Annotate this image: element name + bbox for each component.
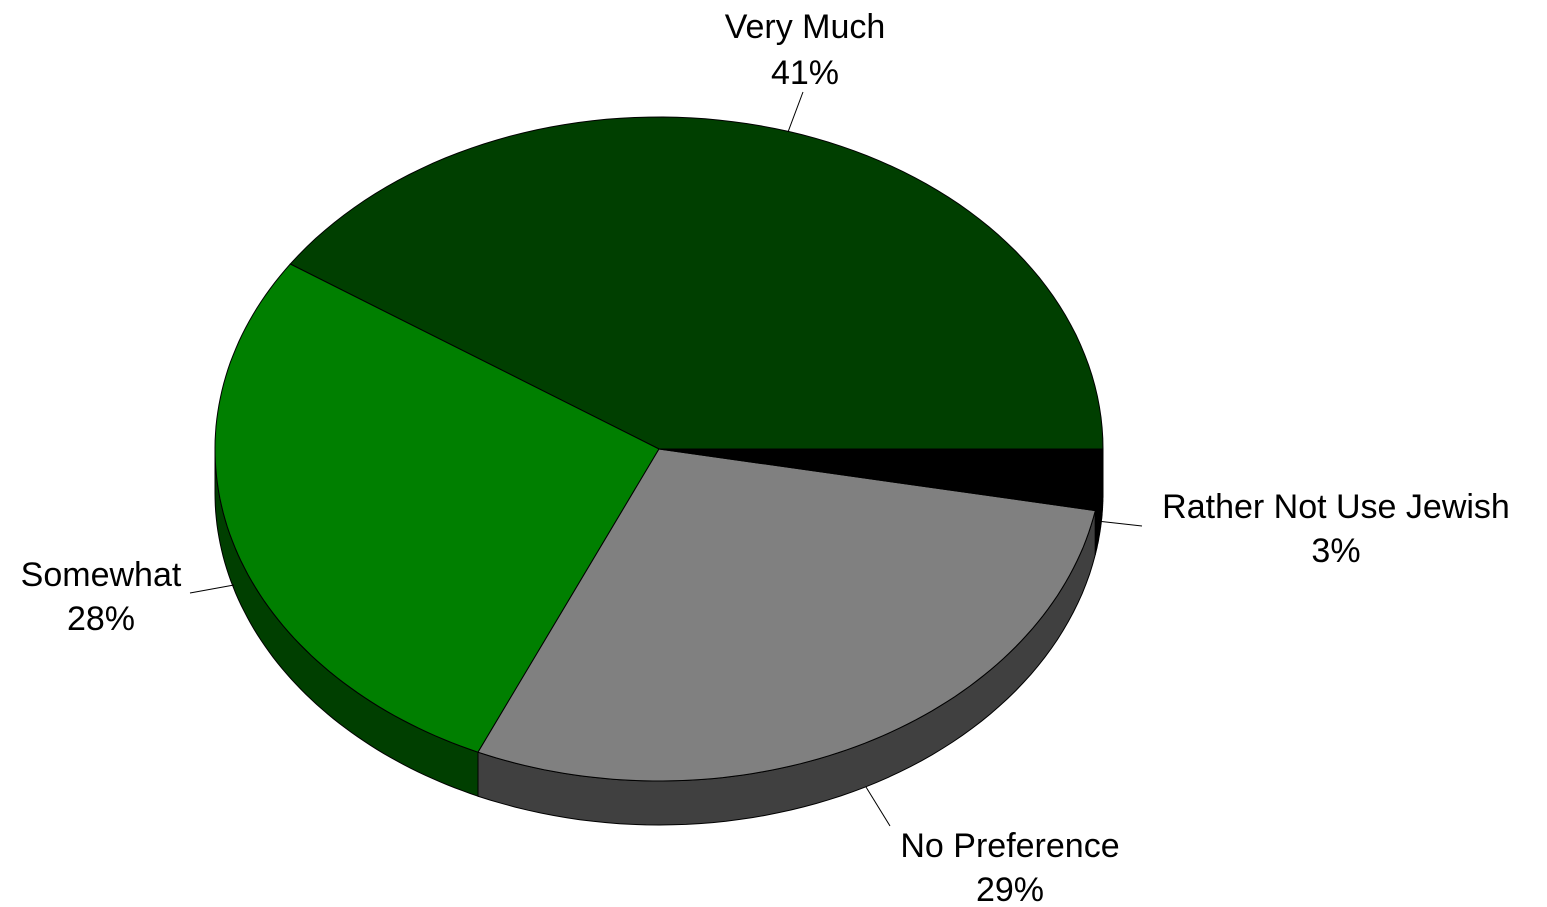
slice-value-no-preference: 29% <box>976 871 1044 907</box>
slice-labels: Very Much 41% Rather Not Use Jewish 3% No Pr… <box>21 8 1510 907</box>
pie-slice-rather-not-use-jewish <box>658 448 1104 512</box>
slice-label-very-much: Very Much <box>725 8 886 46</box>
pie-slice-somewhat <box>214 263 660 753</box>
leader-line-rather-not-use-jewish <box>1096 520 1143 527</box>
leader-line-somewhat <box>189 584 235 594</box>
leader-line-very-much <box>787 91 804 133</box>
slice-value-somewhat: 28% <box>67 600 135 638</box>
leader-line-no-preference <box>865 786 891 827</box>
slice-value-rather-not-use-jewish: 3% <box>1311 532 1360 570</box>
slice-label-no-preference: No Preference <box>900 827 1119 865</box>
pie-slice-no-preference <box>477 448 1096 782</box>
pie-tops <box>214 116 1104 782</box>
slice-value-very-much: 41% <box>771 54 839 92</box>
slice-label-rather-not-use-jewish: Rather Not Use Jewish <box>1162 488 1510 526</box>
slice-label-somewhat: Somewhat <box>21 556 182 594</box>
leader-lines <box>189 91 1143 827</box>
